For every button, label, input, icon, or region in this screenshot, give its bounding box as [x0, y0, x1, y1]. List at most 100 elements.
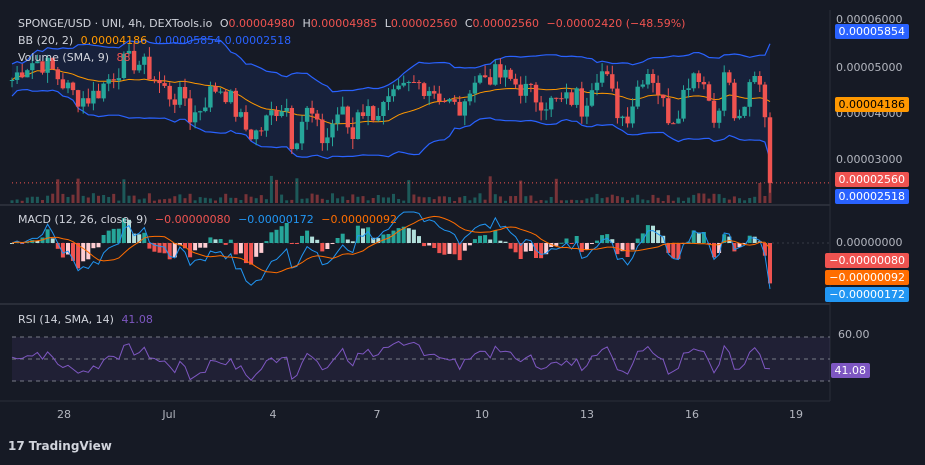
volume-bar	[366, 200, 370, 203]
volume-bar	[346, 200, 350, 203]
macd-hist-bar	[366, 227, 371, 243]
candle-body	[620, 116, 625, 119]
candle-body	[279, 111, 284, 116]
last-price-badge: 0.00002560	[834, 172, 909, 187]
candle-body	[96, 90, 101, 99]
macd-hist-bar	[86, 243, 91, 260]
candle-body	[187, 98, 193, 123]
volume-bar	[295, 178, 299, 203]
macd-hist-bar	[671, 243, 676, 259]
candle-body	[142, 56, 147, 65]
volume-bar	[697, 193, 701, 203]
rsi-label: RSI (14, SMA, 14)	[18, 313, 114, 326]
candle-body	[549, 97, 554, 110]
volume-bar	[488, 176, 492, 203]
rsi-legend[interactable]: RSI (14, SMA, 14) 41.08	[18, 313, 157, 327]
volume-bar	[717, 194, 721, 203]
candle-body	[25, 70, 30, 78]
macd-hist-bar	[422, 243, 427, 247]
candle-body	[691, 73, 696, 89]
volume-bar	[453, 201, 457, 203]
macd-hist-bar	[157, 243, 162, 253]
volume-bar	[636, 194, 640, 203]
volume-legend[interactable]: Volume (SMA, 9) 88	[18, 51, 134, 65]
macd-hist-bar	[406, 228, 411, 243]
macd-legend[interactable]: MACD (12, 26, close, 9) −0.00000080 −0.0…	[18, 213, 401, 227]
macd-hist-bar	[442, 243, 447, 255]
macd-hist-bar	[35, 240, 40, 243]
macd-hist-bar	[640, 233, 645, 243]
volume-bar	[600, 198, 604, 203]
volume-bar	[183, 198, 187, 203]
bb-upper-badge: 0.00005854	[834, 24, 909, 39]
volume-bar	[626, 200, 630, 203]
tradingview-brand[interactable]: 17 TradingView	[8, 439, 112, 453]
candle-body	[309, 107, 315, 114]
candle-body	[493, 64, 498, 85]
volume-bar	[269, 175, 273, 203]
macd-hist-bar	[620, 243, 625, 252]
time-tick: 19	[789, 408, 803, 421]
main-legend: SPONGE/USD · UNI, 4h, DEXTools.io O0.000…	[18, 17, 689, 31]
macd-hist-bar	[223, 243, 228, 245]
volume-bar	[275, 179, 278, 203]
candle-body	[376, 116, 381, 121]
time-tick: 7	[373, 408, 381, 421]
candle-body	[60, 79, 66, 89]
candle-body	[106, 79, 111, 84]
volume-bar	[702, 193, 706, 203]
macd-hist-bar	[60, 243, 65, 258]
candle-body	[706, 84, 712, 101]
volume-bar	[432, 199, 436, 203]
time-tick: 4	[269, 408, 277, 421]
candle-body	[513, 78, 518, 85]
price-tick: 0.00006000	[836, 13, 903, 26]
candle-body	[671, 123, 676, 125]
candle-body	[686, 88, 691, 90]
macd-hist-bar	[177, 243, 182, 246]
macd-hist-bar	[472, 239, 477, 243]
candle-body	[203, 107, 208, 112]
volume-bar	[208, 198, 212, 203]
volume-bar	[666, 195, 670, 203]
volume-bar	[519, 180, 523, 203]
macd-hist-bar	[91, 243, 96, 249]
candle-body	[503, 69, 508, 78]
volume-bar	[351, 194, 355, 203]
candle-body	[131, 50, 137, 71]
candle-body	[116, 78, 121, 81]
volume-bar	[229, 197, 233, 203]
volume-bar	[371, 198, 375, 203]
candle-body	[462, 101, 467, 116]
volume-bar	[458, 197, 462, 203]
macd-hist-bar	[269, 232, 274, 243]
volume-bar	[178, 194, 182, 203]
price-change: −0.00002420 (−48.59%)	[546, 17, 686, 30]
volume-bar	[142, 198, 146, 203]
macd-hist-bar	[544, 243, 549, 255]
bb-legend[interactable]: BB (20, 2) 0.00004186 0.00005854 0.00002…	[18, 34, 295, 48]
volume-bar	[325, 199, 329, 203]
macd-hist-bar	[503, 241, 508, 243]
macd-hist-bar	[167, 243, 172, 260]
macd-signal-badge: −0.00000092	[825, 270, 909, 285]
volume-bar	[407, 180, 411, 203]
volume-bar	[97, 195, 100, 203]
macd-hist-bar	[595, 240, 599, 243]
volume-bar	[224, 193, 228, 203]
macd-hist-bar	[127, 219, 131, 243]
macd-hist-bar	[722, 234, 727, 243]
macd-hist-bar	[478, 235, 482, 243]
volume-bar	[580, 200, 584, 203]
volume-bar	[529, 195, 533, 203]
volume-bar	[707, 198, 711, 203]
bb-upper-value: 0.00005854	[154, 34, 222, 47]
macd-hist-bar	[579, 243, 584, 252]
volume-bar	[336, 198, 340, 203]
macd-hist-bar	[417, 236, 421, 243]
candle-body	[55, 69, 60, 80]
macd-hist-bar	[203, 243, 208, 248]
candle-body	[264, 115, 269, 131]
macd-hist-bar	[574, 236, 579, 243]
